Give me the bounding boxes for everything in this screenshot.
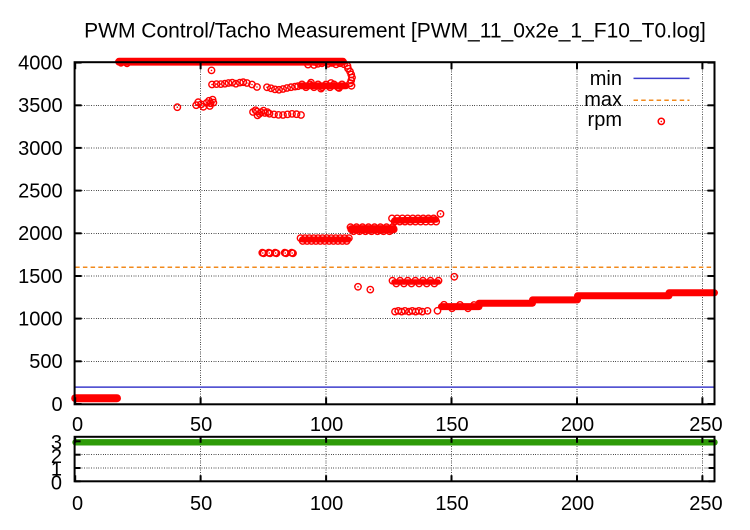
svg-text:0: 0 <box>51 394 62 416</box>
svg-text:250: 250 <box>689 493 722 515</box>
svg-text:3: 3 <box>51 432 62 454</box>
svg-text:150: 150 <box>435 414 468 436</box>
svg-text:2: 2 <box>51 446 62 468</box>
svg-text:1500: 1500 <box>18 266 63 288</box>
svg-text:0: 0 <box>72 414 83 436</box>
svg-text:100: 100 <box>310 414 343 436</box>
svg-text:200: 200 <box>561 414 594 436</box>
svg-text:0: 0 <box>51 473 62 495</box>
svg-text:4000: 4000 <box>18 52 63 74</box>
svg-text:1: 1 <box>51 459 62 481</box>
svg-text:50: 50 <box>190 493 212 515</box>
svg-text:3500: 3500 <box>18 95 63 117</box>
svg-text:50: 50 <box>190 414 212 436</box>
svg-text:max: max <box>584 89 622 111</box>
svg-text:PWM Control/Tacho Measurement: PWM Control/Tacho Measurement [PWM_11_0x… <box>84 19 706 42</box>
svg-text:100: 100 <box>310 493 343 515</box>
svg-text:2500: 2500 <box>18 180 63 202</box>
svg-text:min: min <box>590 68 622 90</box>
svg-text:250: 250 <box>689 414 722 436</box>
svg-text:150: 150 <box>435 493 468 515</box>
svg-text:rpm: rpm <box>588 109 622 131</box>
svg-text:1000: 1000 <box>18 308 63 330</box>
svg-text:0: 0 <box>72 493 83 515</box>
svg-text:2000: 2000 <box>18 223 63 245</box>
svg-text:3000: 3000 <box>18 138 63 160</box>
svg-text:200: 200 <box>561 493 594 515</box>
svg-text:500: 500 <box>29 351 62 373</box>
